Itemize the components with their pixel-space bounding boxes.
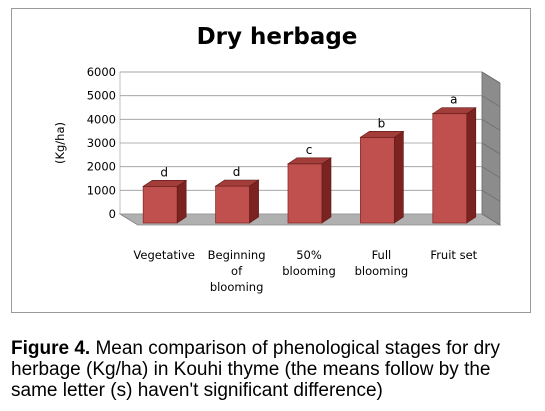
- x-category-label: Vegetative: [133, 248, 195, 262]
- dry-herbage-chart: Dry herbage 0 1000 2000 3000 4000 5000 6000 (Kg/…: [53, 24, 502, 294]
- bar-side: [466, 107, 477, 224]
- bar-side: [321, 157, 332, 224]
- side-gridline: [481, 166, 501, 179]
- bar-letter: b: [378, 116, 386, 130]
- floor-edge: [119, 213, 139, 226]
- x-category-label: blooming: [355, 264, 409, 278]
- side-gridline: [481, 118, 501, 131]
- bar-side: [176, 179, 187, 224]
- figure-label: Figure 4.: [11, 338, 91, 359]
- y-axis-label: (Kg/ha): [53, 122, 67, 164]
- bar-top: [359, 131, 405, 138]
- y-tick-label: 0: [109, 207, 116, 221]
- bar-front: [142, 185, 178, 224]
- chart-frame: Dry herbage 0 1000 2000 3000 4000 5000 6000 (Kg/…: [11, 8, 531, 313]
- bar-front: [432, 113, 468, 224]
- side-gridline: [481, 213, 501, 226]
- bar-front: [287, 163, 323, 224]
- x-category-label: blooming: [210, 280, 264, 294]
- bar-side: [394, 130, 404, 224]
- bar-letter: d: [233, 165, 241, 179]
- side-gridline: [481, 142, 501, 155]
- x-category-label: blooming: [282, 264, 336, 278]
- y-tick-label: 4000: [87, 112, 116, 126]
- figure-caption: Figure 4. Mean comparison of phenologica…: [11, 338, 536, 401]
- bar-front: [215, 185, 251, 224]
- side-gridline: [481, 189, 501, 202]
- bar-top: [142, 180, 188, 187]
- y-tick-label: 2000: [87, 160, 116, 174]
- figure-caption-text: Mean comparison of phenological stages f…: [11, 338, 500, 401]
- bar-side: [249, 179, 259, 224]
- x-category-label: Fruit set: [430, 248, 477, 262]
- y-tick-label: 5000: [87, 89, 116, 103]
- x-category-label: Beginning: [208, 248, 266, 262]
- bar-front: [359, 136, 395, 224]
- bar-letter: a: [450, 93, 457, 107]
- x-category-label: 50%: [296, 248, 322, 262]
- y-tick-label: 3000: [87, 136, 116, 150]
- bar-letter: d: [160, 165, 168, 179]
- side-gridline: [481, 95, 501, 108]
- bar-top: [287, 157, 332, 165]
- chart-title: Dry herbage: [197, 24, 358, 50]
- x-category-label: Full: [372, 248, 392, 262]
- bar-top: [431, 107, 477, 114]
- side-gridline: [481, 71, 501, 84]
- y-tick-label: 1000: [87, 183, 116, 197]
- y-tick-label: 6000: [87, 65, 116, 79]
- x-category-label: of: [231, 264, 243, 278]
- bar-top: [214, 179, 260, 187]
- bar-letter: c: [306, 143, 313, 157]
